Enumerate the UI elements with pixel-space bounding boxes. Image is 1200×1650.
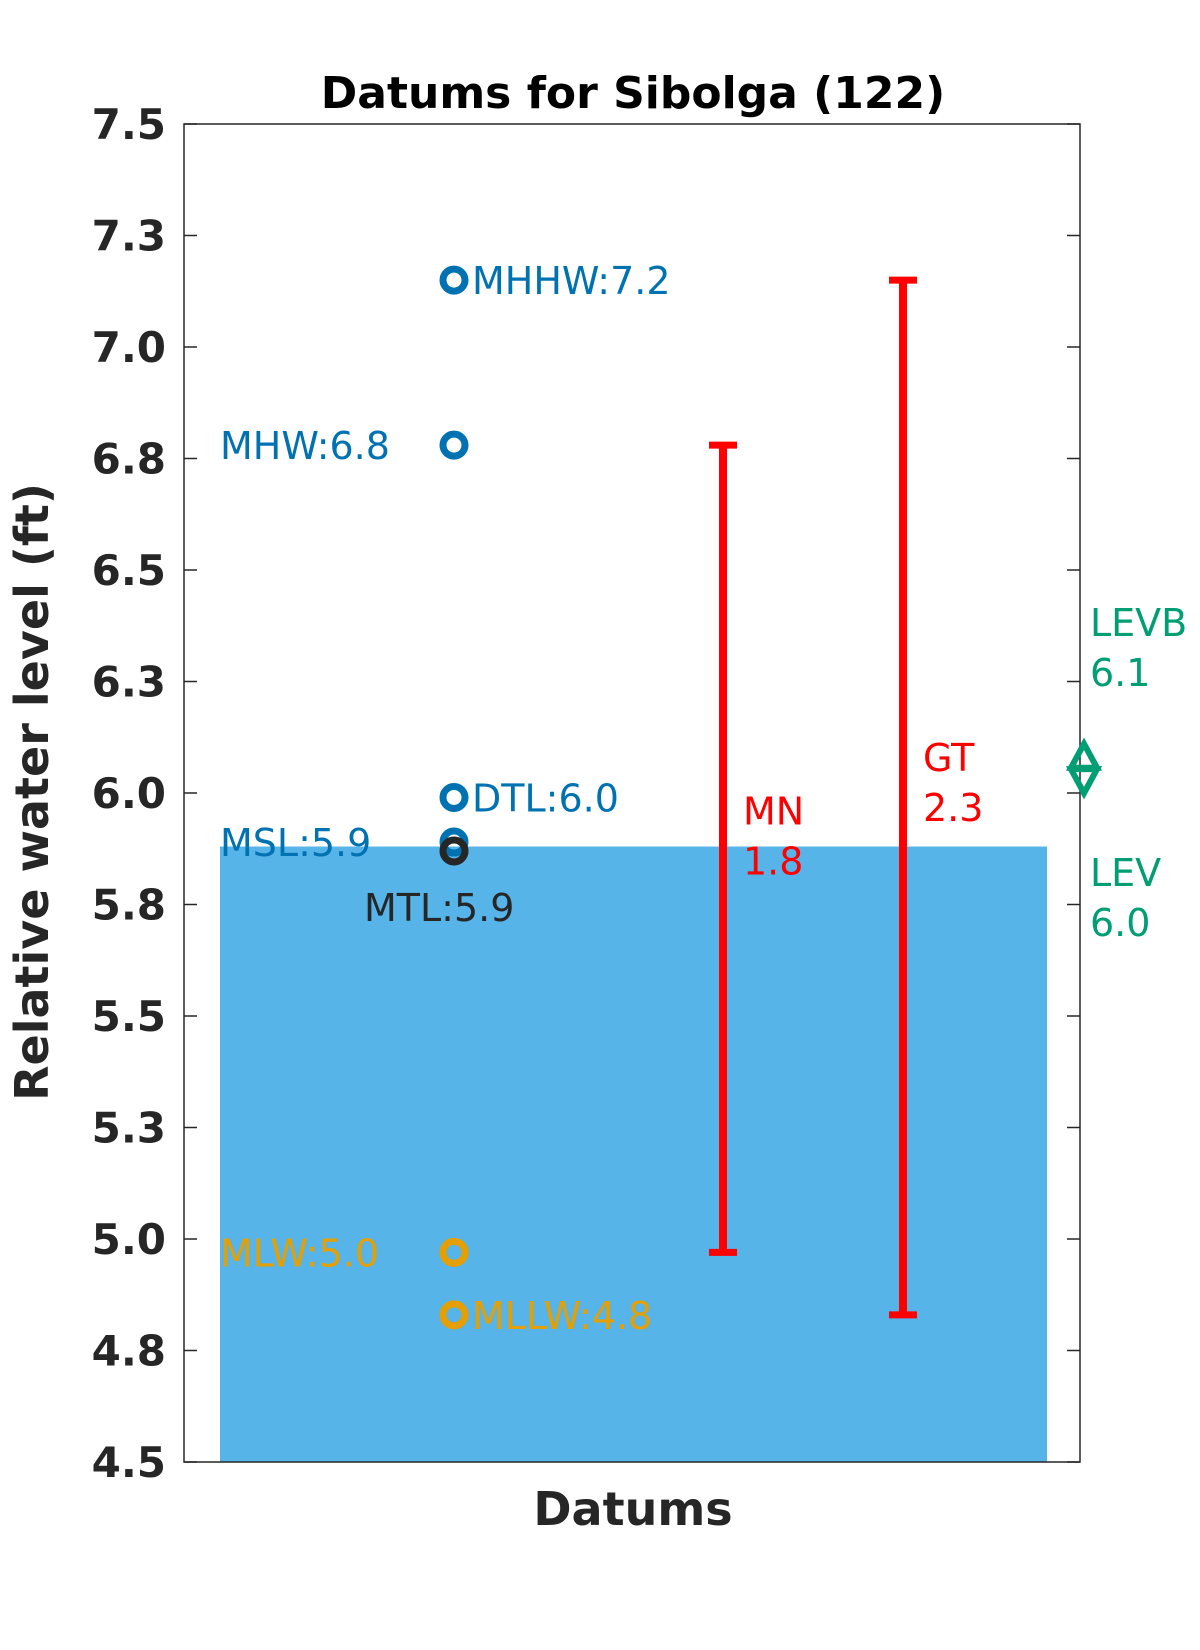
datum-label: MHHW:7.2 [472, 259, 671, 303]
datum-marker [439, 430, 469, 460]
datum-label: MLLW:4.8 [472, 1294, 652, 1338]
level-name-label: LEVB [1090, 601, 1187, 645]
datum-label: MLW:5.0 [220, 1231, 379, 1275]
y-tick-label: 7.0 [92, 323, 166, 372]
datum-label: MTL:5.9 [364, 886, 514, 930]
datum-label: MHW:6.8 [220, 424, 390, 468]
range-value-label: 2.3 [923, 786, 983, 830]
datum-marker [439, 1237, 469, 1267]
datum-marker [439, 836, 469, 866]
datum-label: DTL:6.0 [472, 776, 619, 820]
chart-title: Datums for Sibolga (122) [321, 68, 945, 119]
level-marker [1065, 737, 1103, 771]
y-tick-label: 6.0 [92, 769, 166, 818]
level-value-label: 6.0 [1090, 901, 1150, 945]
x-axis-label: Datums [533, 1482, 732, 1536]
y-tick-label: 5.0 [92, 1215, 166, 1264]
y-tick-label: 7.5 [92, 100, 166, 149]
y-axis-label: Relative water level (ft) [5, 483, 59, 1101]
level-marker [1065, 766, 1103, 800]
datum-marker [439, 265, 469, 295]
y-tick-label: 4.8 [92, 1327, 166, 1376]
y-tick-label: 5.8 [92, 881, 166, 930]
y-tick-label: 6.8 [92, 435, 166, 484]
datum-label: MSL:5.9 [220, 821, 371, 865]
y-tick-label: 6.3 [92, 658, 166, 707]
y-tick-label: 6.5 [92, 546, 166, 595]
datum-marker [439, 782, 469, 812]
y-tick-label: 5.3 [92, 1104, 166, 1153]
y-tick-label: 4.5 [92, 1438, 166, 1487]
range-name-label: GT [923, 736, 975, 780]
datum-marker [439, 1300, 469, 1330]
range-value-label: 1.8 [743, 840, 803, 884]
range-name-label: MN [743, 790, 804, 834]
y-tick-label: 5.5 [92, 992, 166, 1041]
water-level-fill [220, 846, 1047, 1462]
level-name-label: LEV [1090, 851, 1161, 895]
plot-area: 4.5 4.8 5.0 5.3 5.5 5.8 6.0 6.3 6.5 6.8 7.0 7.3 7.5 M… [92, 100, 1188, 1487]
y-tick-label: 7.3 [92, 212, 166, 261]
level-value-label: 6.1 [1090, 651, 1150, 695]
